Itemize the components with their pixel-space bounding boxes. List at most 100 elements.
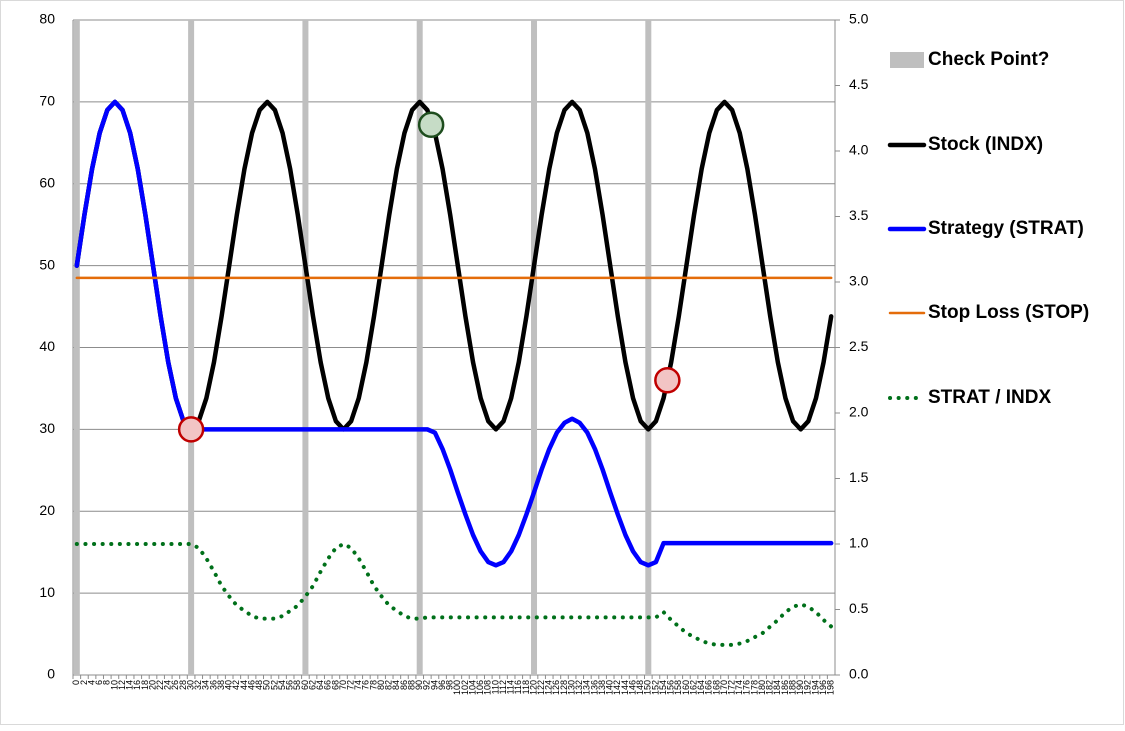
- x-tick-label: 16: [132, 680, 142, 690]
- x-tick-label: 190: [795, 680, 805, 695]
- x-tick-label: 154: [658, 680, 668, 695]
- x-tick-label: 126: [551, 680, 561, 695]
- y2-tick-label: 0.0: [849, 666, 869, 682]
- x-tick-label: 90: [414, 680, 424, 690]
- x-tick-label: 188: [787, 680, 797, 695]
- x-tick-label: 40: [224, 680, 234, 690]
- y2-tick-label: 3.0: [849, 273, 869, 289]
- x-tick-label: 66: [323, 680, 333, 690]
- checkpoint-bar: [531, 20, 538, 675]
- x-tick-label: 10: [109, 680, 119, 690]
- x-tick-label: 98: [445, 680, 455, 690]
- x-tick-label: 94: [429, 680, 439, 690]
- checkpoint-bar: [645, 20, 652, 675]
- x-tick-label: 168: [711, 680, 721, 695]
- x-tick-label: 196: [818, 680, 828, 695]
- x-tick-label: 74: [353, 680, 363, 690]
- x-tick-label: 62: [307, 680, 317, 690]
- x-tick-label: 146: [627, 680, 637, 695]
- x-tick-label: 78: [368, 680, 378, 690]
- x-tick-label: 86: [399, 680, 409, 690]
- y-tick-label: 20: [39, 502, 55, 518]
- event-marker: [177, 416, 205, 443]
- x-tick-label: 34: [201, 680, 211, 690]
- x-tick-label: 30: [185, 680, 195, 690]
- y2-tick-label: 1.0: [849, 535, 869, 551]
- x-tick-label: 100: [452, 680, 462, 695]
- x-tick-label: 172: [727, 680, 737, 695]
- x-tick-label: 104: [467, 680, 477, 695]
- y2-tick-label: 2.0: [849, 404, 869, 420]
- x-tick-label: 0: [71, 680, 81, 685]
- x-tick-label: 50: [262, 680, 272, 690]
- x-tick-label: 144: [620, 680, 630, 695]
- x-tick-label: 192: [803, 680, 813, 695]
- legend-swatch: [890, 52, 924, 68]
- x-tick-label: 110: [490, 680, 500, 694]
- y2-tick-label: 2.5: [849, 338, 869, 354]
- x-tick-label: 14: [125, 680, 135, 690]
- x-tick-label: 42: [231, 680, 241, 690]
- y2-tick-label: 3.5: [849, 207, 869, 223]
- x-tick-label: 132: [574, 680, 584, 695]
- x-tick-label: 72: [346, 680, 356, 690]
- x-tick-label: 96: [437, 680, 447, 690]
- y-tick-label: 80: [39, 11, 55, 27]
- legend-label: Check Point?: [928, 49, 1049, 70]
- x-tick-label: 32: [193, 680, 203, 690]
- x-tick-label: 198: [826, 680, 836, 695]
- x-tick-label: 112: [498, 680, 508, 694]
- x-tick-label: 124: [544, 680, 554, 695]
- x-tick-label: 6: [94, 680, 104, 685]
- checkpoint-bar: [73, 20, 80, 675]
- x-tick-label: 134: [582, 680, 592, 695]
- x-tick-label: 150: [643, 680, 653, 695]
- y-tick-label: 10: [39, 584, 55, 600]
- x-tick-label: 182: [765, 680, 775, 695]
- x-tick-label: 76: [361, 680, 371, 690]
- x-tick-label: 118: [521, 680, 531, 694]
- x-tick-label: 36: [208, 680, 218, 690]
- x-tick-label: 184: [772, 680, 782, 695]
- x-tick-label: 128: [559, 680, 569, 695]
- x-tick-label: 162: [688, 680, 698, 695]
- event-marker: [654, 367, 681, 394]
- series-line: [74, 99, 834, 432]
- legend-label: Stop Loss (STOP): [928, 302, 1089, 323]
- x-tick-label: 38: [216, 680, 226, 690]
- x-tick-label: 24: [163, 680, 173, 690]
- x-tick-label: 46: [246, 680, 256, 690]
- y2-tick-label: 4.0: [849, 142, 869, 158]
- checkpoint-bar: [188, 20, 195, 675]
- y2-tick-label: 4.5: [849, 76, 869, 92]
- x-tick-label: 160: [681, 680, 691, 695]
- x-tick-label: 18: [140, 680, 150, 690]
- x-tick-label: 108: [483, 680, 493, 695]
- y-tick-label: 70: [39, 93, 55, 109]
- x-tick-label: 102: [460, 680, 470, 695]
- checkpoint-bar: [302, 20, 309, 675]
- legend-label: STRAT / INDX: [928, 387, 1051, 408]
- x-tick-label: 130: [566, 680, 576, 695]
- y-tick-label: 0: [47, 666, 55, 682]
- x-tick-label: 174: [734, 680, 744, 695]
- x-tick-label: 56: [285, 680, 295, 690]
- x-tick-label: 2: [79, 680, 89, 685]
- x-tick-label: 28: [178, 680, 188, 690]
- x-tick-label: 12: [117, 680, 127, 690]
- x-tick-label: 158: [673, 680, 683, 695]
- y-tick-label: 60: [39, 174, 55, 190]
- x-tick-label: 4: [86, 680, 96, 685]
- x-tick-label: 22: [155, 680, 165, 690]
- x-tick-label: 92: [422, 680, 432, 690]
- x-tick-label: 88: [406, 680, 416, 690]
- y-tick-label: 30: [39, 420, 55, 436]
- y-tick-label: 40: [39, 338, 55, 354]
- x-tick-label: 148: [635, 680, 645, 695]
- x-tick-label: 20: [147, 680, 157, 690]
- x-tick-label: 44: [239, 680, 249, 690]
- ratio-line: [74, 542, 834, 647]
- x-tick-label: 164: [696, 680, 706, 695]
- x-tick-label: 68: [330, 680, 340, 690]
